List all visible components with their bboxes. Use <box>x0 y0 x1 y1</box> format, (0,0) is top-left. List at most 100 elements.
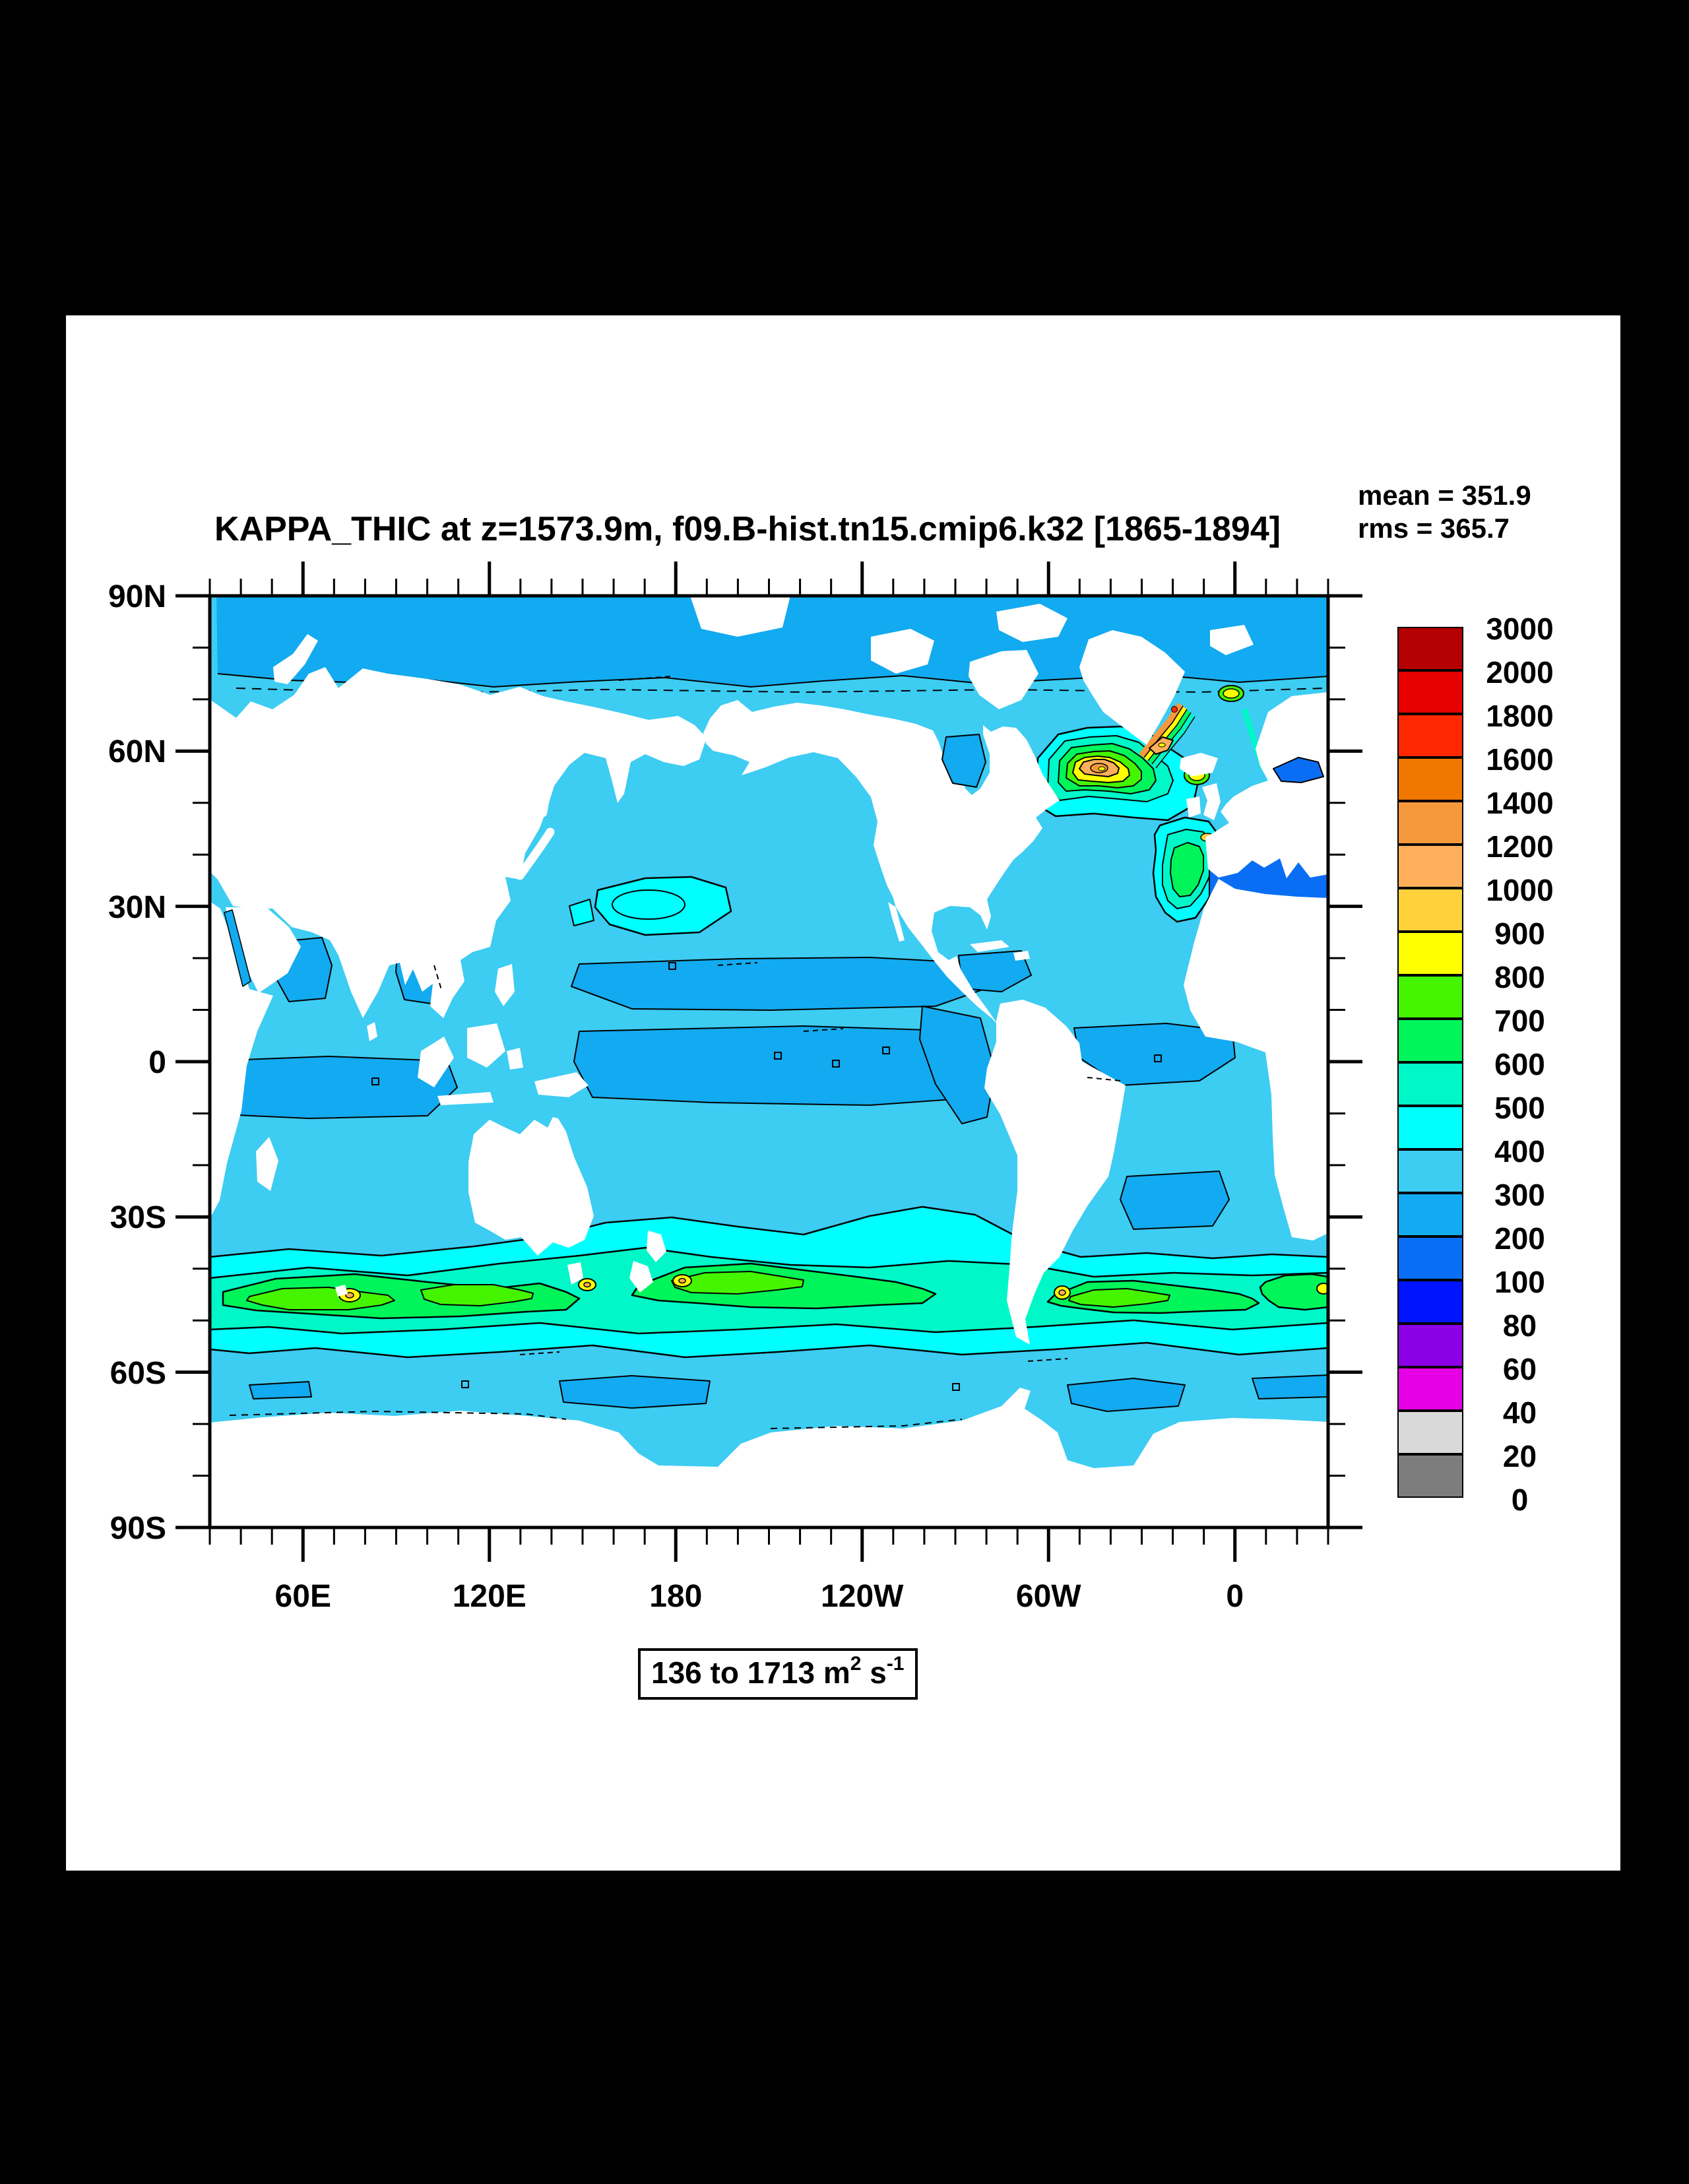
y-tick-label: 30S <box>110 1200 166 1236</box>
colorbar-box <box>1397 932 1463 975</box>
antarctic-coastal-band <box>249 1374 1328 1412</box>
x-tick-label: 60E <box>274 1579 331 1614</box>
land-iceland <box>1180 753 1218 777</box>
y-tick-label: 90S <box>110 1511 166 1546</box>
colorbar-box <box>1397 1019 1463 1062</box>
colorbar-tick-label: 2000 <box>1486 655 1554 690</box>
colorbar-tick-label: 600 <box>1494 1047 1545 1081</box>
colorbar-tick-label: 900 <box>1494 916 1545 951</box>
mean-label: mean = 351.9 <box>1358 480 1531 511</box>
land-chukchi <box>690 596 790 637</box>
north-atlantic-hotspots <box>1035 685 1267 923</box>
land-north-america <box>703 700 1060 1026</box>
colorbar-tick-label: 500 <box>1494 1091 1545 1125</box>
contour-details <box>229 676 1162 1429</box>
land-japan <box>515 827 555 880</box>
colorbar-tick-label: 400 <box>1494 1134 1545 1169</box>
y-tick-label: 60N <box>108 734 166 770</box>
range-sup-2: -1 <box>886 1652 905 1675</box>
range-text-main: 136 to 1713 m <box>651 1655 850 1690</box>
colorbar-box <box>1397 1324 1463 1367</box>
colorbar-tick-label: 3000 <box>1486 612 1554 646</box>
x-tick-label: 120E <box>452 1579 526 1614</box>
land-south-america <box>984 1000 1126 1345</box>
land-java <box>437 1092 494 1105</box>
marginal-seas <box>224 734 1324 987</box>
colorbar-box <box>1397 1367 1463 1411</box>
colorbar-box <box>1397 801 1463 845</box>
land-new-guinea <box>534 1072 589 1097</box>
colorbar-box <box>1397 714 1463 757</box>
rms-label: rms = 365.7 <box>1358 513 1510 544</box>
y-tick-label: 90N <box>108 579 166 614</box>
colorbar-box <box>1397 1106 1463 1149</box>
colorbar-box <box>1397 845 1463 888</box>
land-nz-north <box>647 1231 666 1262</box>
colorbar-tick-label: 300 <box>1494 1178 1545 1212</box>
land-sumatra <box>418 1037 454 1087</box>
land-nz-south <box>629 1261 653 1293</box>
colorbar-tick-label: 1800 <box>1486 699 1554 733</box>
land-hispaniola <box>1013 951 1030 961</box>
colorbar-tick-label: 1600 <box>1486 742 1554 777</box>
colorbar-box <box>1397 975 1463 1019</box>
colorbar-tick-label: 1200 <box>1486 829 1554 864</box>
x-tick-label: 0 <box>1226 1579 1244 1614</box>
colorbar-tick-label: 1400 <box>1486 786 1554 820</box>
land-cuba <box>970 940 1009 952</box>
y-tick-label: 60S <box>110 1355 166 1391</box>
land-asia <box>210 667 707 1018</box>
colorbar-box <box>1397 1193 1463 1237</box>
land-borneo <box>467 1023 505 1068</box>
land-philippines <box>495 964 515 1006</box>
colorbar-box <box>1397 1454 1463 1498</box>
colorbar-tick-label: 800 <box>1494 960 1545 994</box>
land-madagascar <box>256 1137 278 1191</box>
data-range-box: 136 to 1713 m2 s-1 <box>638 1648 918 1700</box>
red-maximum-speck <box>1171 706 1178 713</box>
red-sea <box>224 909 251 987</box>
land-east-africa <box>210 901 273 1219</box>
land-tasmania <box>567 1262 583 1285</box>
colorbar-tick-label: 1000 <box>1486 873 1554 907</box>
colorbar-box <box>1397 627 1463 670</box>
land-ireland <box>1186 796 1201 818</box>
colorbar-box <box>1397 1062 1463 1106</box>
plot-title: KAPPA_THIC at z=1573.9m, f09.B-hist.tn15… <box>214 510 1281 548</box>
colorbar-tick-label: 80 <box>1502 1308 1537 1343</box>
land-uk <box>1202 783 1221 820</box>
land-australia <box>468 1117 594 1256</box>
land-sulawesi <box>507 1048 523 1070</box>
land-greenland <box>1079 630 1185 745</box>
stats-block: mean = 351.9 rms = 365.7 <box>1358 479 1531 545</box>
land-kerguelen <box>335 1285 348 1297</box>
land-svalbard <box>1210 625 1254 655</box>
colorbar-box <box>1397 757 1463 801</box>
land-west-africa <box>1184 879 1328 1240</box>
range-sup-1: 2 <box>850 1652 862 1675</box>
range-text-mid: s <box>861 1655 887 1690</box>
land-victoria-island <box>871 629 934 674</box>
x-tick-label: 120W <box>821 1579 904 1614</box>
land-antarctica <box>210 1388 1328 1527</box>
colorbar-box <box>1397 1149 1463 1193</box>
colorbar-tick-label: 40 <box>1502 1396 1537 1430</box>
land-sri-lanka <box>367 1022 377 1041</box>
land-novaya-zemlya <box>273 634 318 684</box>
colorbar-tick-label: 20 <box>1502 1439 1537 1473</box>
colorbar-box <box>1397 1280 1463 1324</box>
land-arabia <box>226 907 301 993</box>
y-tick-label: 30N <box>108 889 166 925</box>
land-ellesmere <box>996 604 1068 642</box>
colorbar-box <box>1397 888 1463 932</box>
southern-ocean-bands <box>210 1205 1328 1359</box>
hudson-bay <box>941 734 986 788</box>
colorbar-box <box>1397 1411 1463 1454</box>
axis-ticks <box>175 562 1362 1562</box>
land-masses <box>210 596 1328 1527</box>
y-tick-label: 0 <box>148 1045 166 1080</box>
colorbar-box <box>1397 670 1463 714</box>
colorbar-box <box>1397 1237 1463 1280</box>
